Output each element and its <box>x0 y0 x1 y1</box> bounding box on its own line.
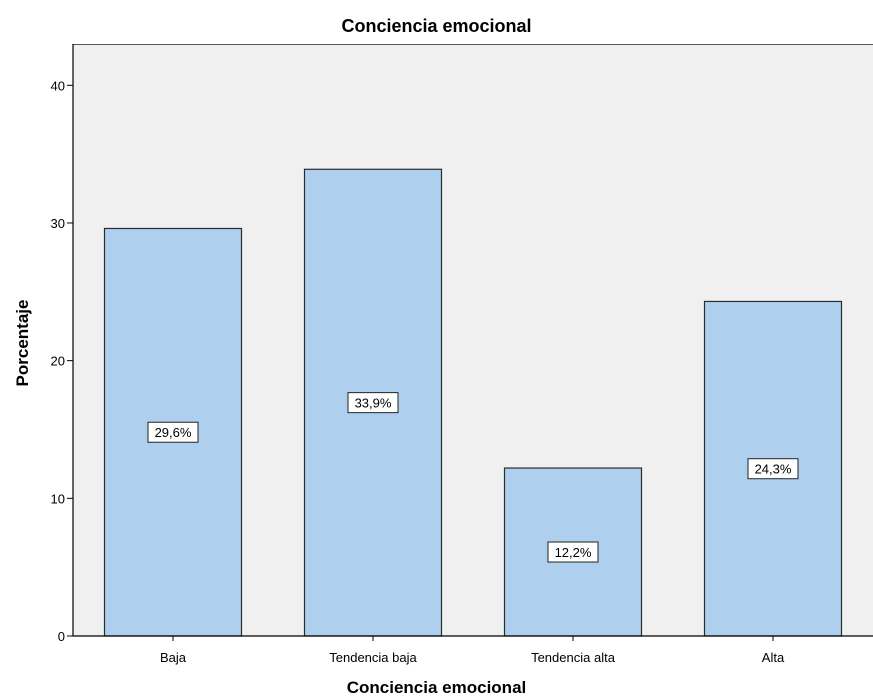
x-tick-label-1: Baja <box>160 650 187 665</box>
data-label-1: 29,6% <box>155 425 192 440</box>
y-tick-label-10: 10 <box>51 491 65 506</box>
data-label-box-3 <box>547 541 599 563</box>
data-label-4: 24,3% <box>755 462 792 477</box>
data-label-box-1 <box>147 421 199 443</box>
y-tick-label-30: 30 <box>51 216 65 231</box>
x-axis-label: Conciencia emocional <box>346 678 527 697</box>
data-label-3: 12,2% <box>555 545 592 560</box>
data-label-box-2 <box>347 392 399 414</box>
x-tick-label-3: Tendencia alta <box>531 650 616 665</box>
x-tick-label-2: Tendencia baja <box>329 650 417 665</box>
chart-title: Conciencia emocional <box>341 16 532 36</box>
y-tick-label-20: 20 <box>51 354 65 369</box>
data-label-2: 33,9% <box>355 396 392 411</box>
x-tick-label-4: Alta <box>762 650 785 665</box>
y-tick-label-40: 40 <box>51 78 65 93</box>
y-tick-label-0: 0 <box>58 629 65 644</box>
data-label-box-4 <box>747 458 799 480</box>
